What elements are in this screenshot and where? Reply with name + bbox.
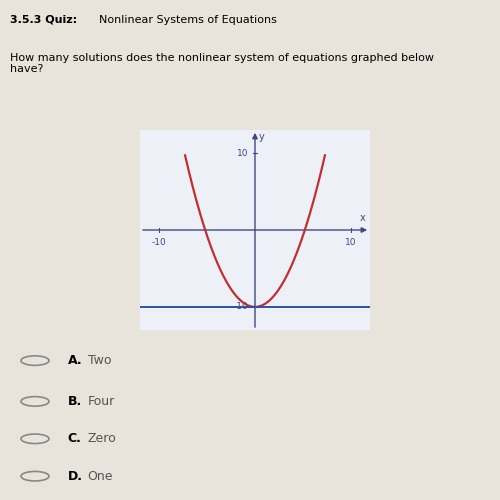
Text: 10: 10 [237, 148, 248, 158]
Text: Two: Two [88, 354, 111, 367]
Text: -10: -10 [234, 302, 248, 312]
Text: y: y [259, 132, 264, 142]
Text: C.: C. [68, 432, 82, 446]
Text: 3.5.3 Quiz:: 3.5.3 Quiz: [10, 15, 77, 25]
Text: How many solutions does the nonlinear system of equations graphed below
have?: How many solutions does the nonlinear sy… [10, 52, 434, 74]
Text: 10: 10 [345, 238, 356, 246]
Text: Zero: Zero [88, 432, 116, 446]
Text: -10: -10 [152, 238, 166, 246]
Text: Nonlinear Systems of Equations: Nonlinear Systems of Equations [92, 15, 278, 25]
Text: B.: B. [68, 395, 82, 408]
Text: A.: A. [68, 354, 82, 367]
Text: One: One [88, 470, 113, 482]
Text: Four: Four [88, 395, 115, 408]
Text: x: x [360, 213, 365, 223]
Text: D.: D. [68, 470, 82, 482]
